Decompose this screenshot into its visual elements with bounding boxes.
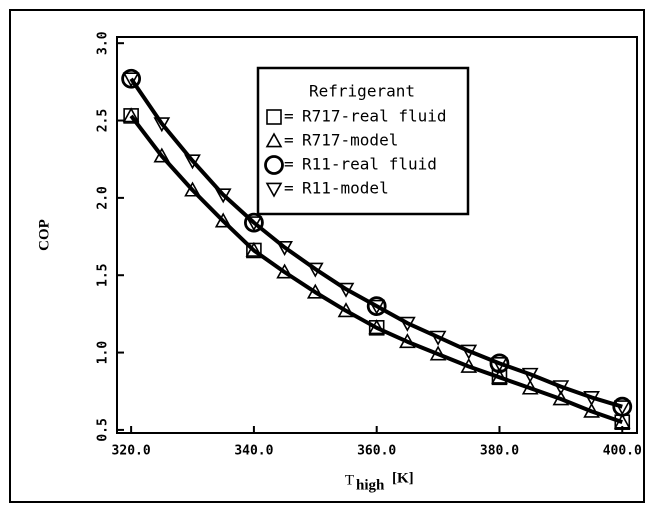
legend-label: R717-model: [302, 131, 398, 150]
marker: [613, 400, 631, 416]
marker: [552, 380, 570, 396]
y-tick-label: 1.5: [96, 263, 111, 286]
series-line: [129, 77, 623, 409]
legend-separator: =: [284, 131, 294, 150]
marker: [491, 356, 508, 373]
marker: [583, 402, 600, 418]
legend: [256, 66, 470, 216]
x-axis-label: T: [345, 472, 354, 488]
marker: [276, 263, 293, 279]
marker: [245, 216, 263, 232]
x-tick-label: 400.0: [603, 444, 642, 459]
legend-title: Refrigerant: [309, 82, 415, 101]
marker: [460, 344, 478, 360]
y-tick-label: 2.0: [96, 186, 111, 210]
marker: [460, 357, 478, 373]
legend-label: R11-real fluid: [302, 155, 437, 174]
marker: [399, 316, 416, 332]
y-tick-label: 3.0: [96, 31, 111, 55]
marker: [399, 333, 416, 349]
marker: [368, 299, 386, 315]
marker: [265, 132, 283, 148]
marker: [491, 368, 508, 384]
x-tick-label: 380.0: [480, 444, 519, 459]
frame: [9, 9, 645, 503]
marker: [184, 181, 201, 197]
x-tick-label: 340.0: [234, 444, 273, 459]
marker: [265, 182, 283, 198]
marker: [583, 391, 600, 407]
legend-label: R11-model: [302, 179, 389, 198]
y-tick-label: 1.0: [96, 341, 111, 365]
marker: [552, 390, 570, 406]
marker: [306, 262, 324, 278]
y-tick-label: 2.5: [96, 109, 111, 132]
y-axis-label: COP: [36, 219, 52, 251]
x-axis-label-subscript: high: [356, 477, 385, 493]
marker: [613, 413, 631, 429]
marker: [429, 345, 447, 361]
marker: [122, 107, 140, 123]
legend-separator: =: [284, 155, 294, 174]
marker: [153, 117, 171, 133]
y-tick-label: 0.5: [96, 418, 111, 441]
legend-separator: =: [284, 179, 294, 198]
marker: [122, 72, 140, 88]
marker: [368, 319, 386, 335]
marker: [306, 283, 324, 299]
x-tick-label: 320.0: [112, 444, 151, 459]
series-line: [129, 114, 623, 425]
marker: [521, 367, 539, 383]
marker: [264, 155, 284, 175]
marker: [153, 147, 171, 163]
x-tick-label: 360.0: [357, 444, 396, 459]
marker: [337, 282, 355, 298]
legend-label: R717-real fluid: [302, 107, 447, 126]
marker: [214, 212, 232, 228]
marker: [521, 379, 539, 395]
x-axis-label-unit: [K]: [392, 470, 414, 486]
marker: [337, 302, 355, 318]
marker: [214, 188, 232, 204]
marker: [429, 330, 447, 346]
marker: [245, 241, 263, 257]
marker: [184, 154, 201, 170]
marker: [266, 109, 282, 125]
legend-separator: =: [284, 107, 294, 126]
marker: [276, 240, 293, 257]
